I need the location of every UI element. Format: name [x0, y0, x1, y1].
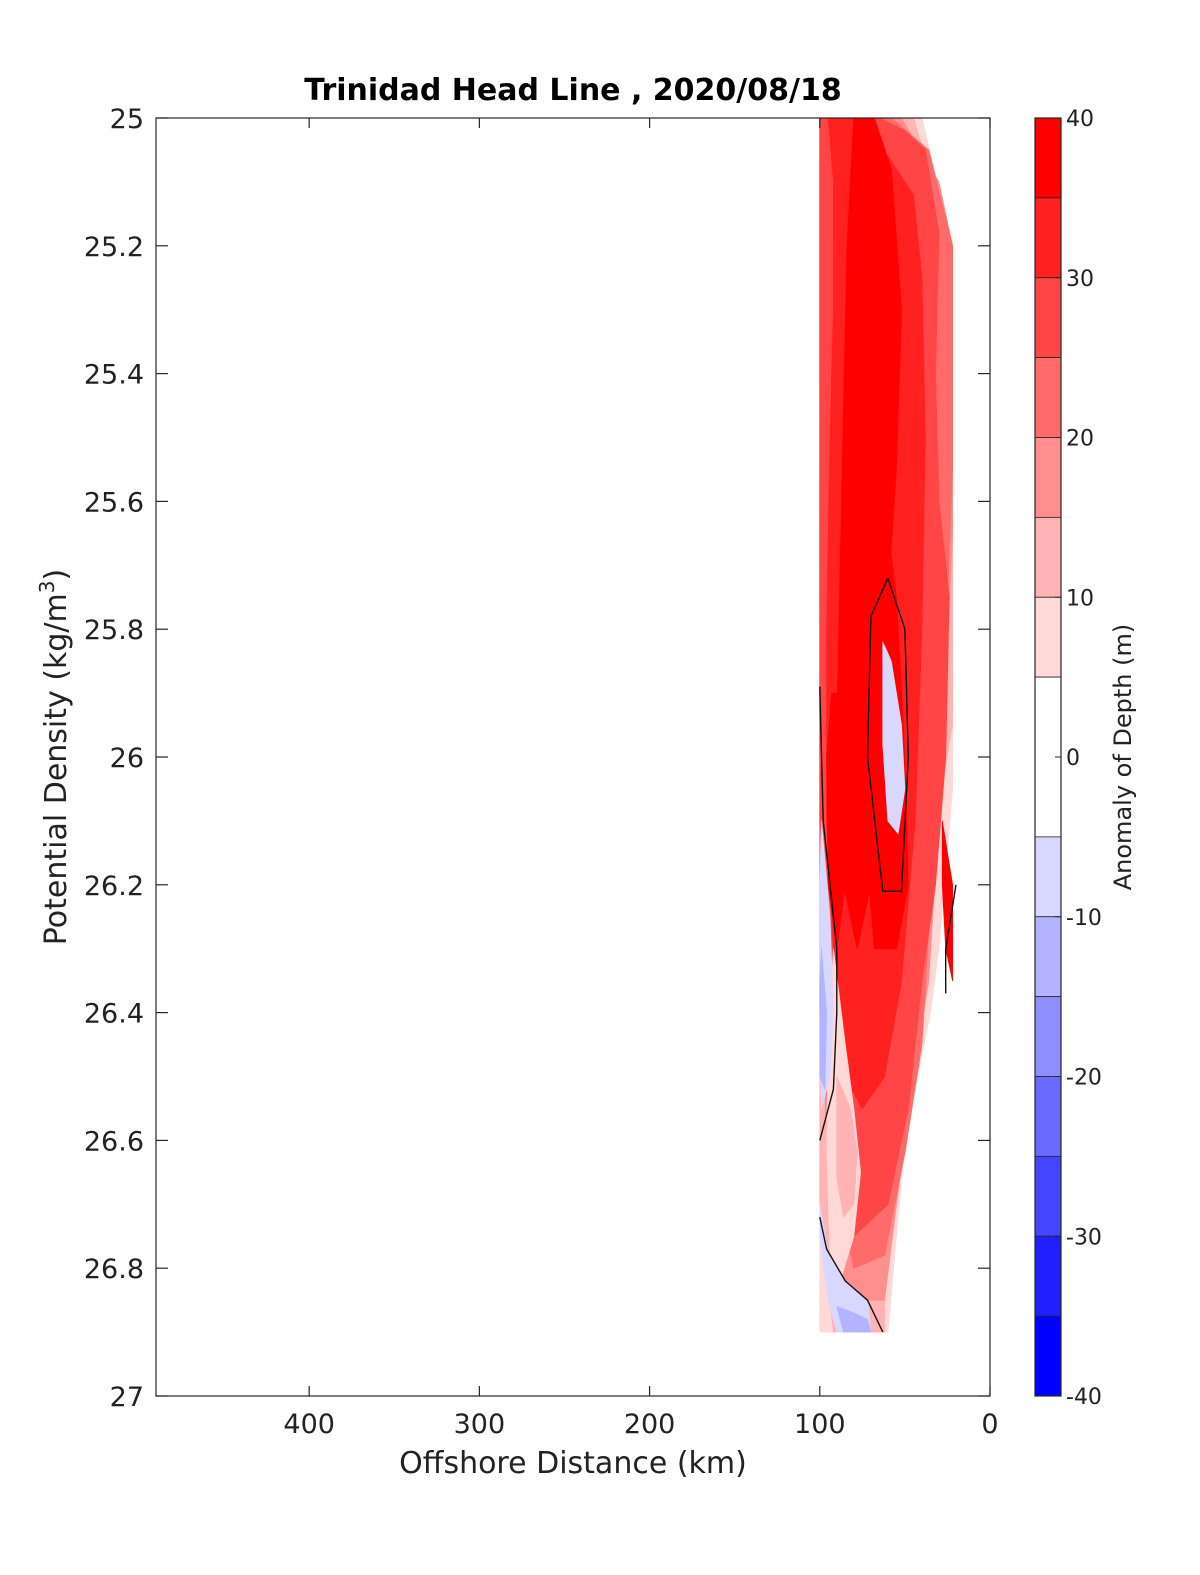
anomaly-region-17 [836, 1306, 872, 1333]
colorbar-bands [1034, 117, 1062, 1397]
contour-line-1 [819, 686, 838, 1141]
y-axis-ticks: 25 25.2 25.4 25.6 25.8 26 26.2 26.4 26.6 26.8 27 [84, 104, 990, 1413]
colorbar-band-0 [1034, 117, 1062, 199]
colorbar-tick-label-3: 10 [1066, 586, 1094, 611]
y-tick-label-2: 25.4 [84, 360, 144, 391]
y-tick-label-0: 25 [110, 104, 144, 135]
colorbar-ticks: 40 30 20 10 0 -10 -20 -30 -40 [1055, 107, 1102, 1410]
colorbar-band-2 [1034, 277, 1062, 359]
colorbar-band-14 [1034, 1315, 1062, 1397]
x-axis-label: Offshore Distance (km) [399, 1446, 747, 1481]
y-tick-label-8: 26.6 [84, 1126, 144, 1157]
y-tick-label-1: 25.2 [84, 232, 144, 263]
colorbar-tick-label-4: 0 [1066, 746, 1080, 771]
colorbar-label: Anomaly of Depth (m) [1109, 624, 1137, 891]
y-axis-label-close: ) [39, 569, 74, 581]
colorbar-band-6 [1034, 596, 1062, 678]
anomaly-region-9 [836, 1076, 858, 1218]
y-tick-label-9: 26.8 [84, 1254, 144, 1285]
contour-line-2 [819, 1216, 884, 1333]
colorbar-tick-label-8: -40 [1066, 1385, 1102, 1410]
plot-area: 400 300 200 100 0 25 25.2 25.4 25.6 25.8 26 26.2 26… [84, 104, 999, 1440]
colorbar-band-8 [1034, 836, 1062, 918]
colorbar-band-11 [1034, 1076, 1062, 1157]
y-axis-label: Potential Density (kg/m3) [35, 569, 74, 945]
y-tick-label-3: 25.6 [84, 487, 144, 518]
anomaly-region-13 [882, 641, 906, 835]
x-tick-label-4: 0 [981, 1409, 998, 1440]
colorbar-tick-label-2: 20 [1066, 427, 1094, 452]
colorbar-tick-label-6: -20 [1066, 1066, 1102, 1091]
colorbar-band-9 [1034, 916, 1062, 998]
colorbar-tick-label-7: -30 [1066, 1225, 1102, 1250]
contour-line-3 [945, 884, 957, 994]
colorbar-tick-label-5: -10 [1066, 906, 1102, 931]
colorbar-band-12 [1034, 1155, 1062, 1237]
x-tick-label-1: 300 [454, 1409, 506, 1440]
y-tick-label-7: 26.4 [84, 999, 144, 1030]
y-tick-label-4: 25.8 [84, 615, 144, 646]
y-axis-label-superscript: 3 [35, 580, 59, 593]
colorbar-tick-label-1: 30 [1066, 267, 1094, 292]
y-axis-label-main: Potential Density (kg/m [39, 593, 74, 945]
x-tick-label-3: 100 [794, 1409, 846, 1440]
filled-contour-layer [819, 118, 953, 1333]
colorbar-band-1 [1034, 197, 1062, 279]
colorbar-band-4 [1034, 437, 1062, 518]
colorbar-band-13 [1034, 1235, 1062, 1317]
y-tick-label-5: 26 [110, 743, 144, 774]
colorbar-band-5 [1034, 516, 1062, 598]
anomaly-region-15 [819, 948, 827, 1090]
colorbar-tick-label-0: 40 [1066, 107, 1094, 132]
y-tick-label-10: 27 [110, 1382, 144, 1413]
chart-title: Trinidad Head Line , 2020/08/18 [304, 73, 841, 108]
x-tick-label-0: 400 [283, 1409, 335, 1440]
colorbar-band-3 [1034, 357, 1062, 438]
contour-line-0 [866, 577, 909, 892]
colorbar: 40 30 20 10 0 -10 -20 -30 -40 [1034, 107, 1102, 1410]
x-axis-ticks: 400 300 200 100 0 [283, 118, 999, 1440]
contour-line-layer [819, 577, 957, 1333]
y-tick-label-6: 26.2 [84, 871, 144, 902]
x-tick-label-2: 200 [624, 1409, 676, 1440]
anomaly-region-12 [941, 820, 953, 982]
colorbar-band-10 [1034, 996, 1062, 1077]
